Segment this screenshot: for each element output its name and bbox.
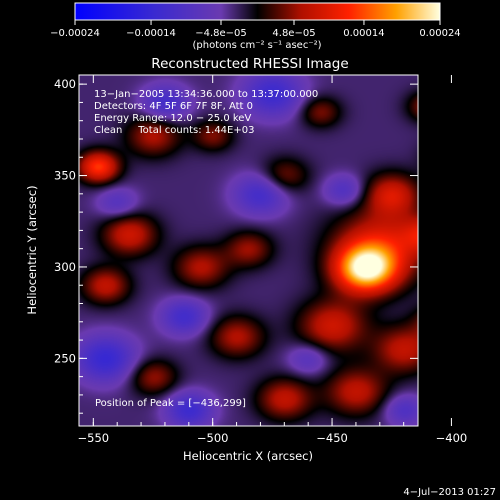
y-tick-label: 400: [54, 77, 76, 91]
colorbar-tick-label: 0.00024: [419, 28, 460, 39]
chart-title: Reconstructed RHESSI Image: [151, 56, 348, 72]
colorbar-tick-label: −4.8e−05: [195, 28, 247, 39]
colorbar-tick-label: 4.8e−05: [272, 28, 315, 39]
x-axis-label: Heliocentric X (arcsec): [183, 449, 313, 463]
heatmap-image: [79, 75, 418, 426]
x-tick-label: −400: [436, 431, 468, 445]
y-tick-label: 350: [54, 169, 76, 183]
x-tick-label: −500: [197, 431, 229, 445]
heatmap-holder: [79, 75, 418, 426]
x-tick-label: −550: [78, 431, 110, 445]
colorbar-tick-label: −0.00024: [50, 28, 100, 39]
annotation-clean-counts: Clean Total counts: 1.44E+03: [94, 125, 254, 136]
colorbar-tick-label: 0.00014: [343, 28, 384, 39]
y-tick-label: 250: [54, 351, 76, 365]
colorbar: [74, 2, 441, 21]
annotation-time: 13−Jan−2005 13:34:36.000 to 13:37:00.000: [94, 89, 318, 100]
annotation-block: 13−Jan−2005 13:34:36.000 to 13:37:00.000…: [94, 89, 318, 136]
footer-date: 4−Jul−2013 01:27: [403, 487, 496, 498]
y-axis-label: Heliocentric Y (arcsec): [25, 185, 39, 314]
annotation-detectors: Detectors: 4F 5F 6F 7F 8F, Att 0: [94, 101, 253, 112]
x-tick-label: −450: [316, 431, 348, 445]
colorbar-ticks: −0.00024 −0.00014 −4.8e−05 4.8e−05 0.00014 0.…: [50, 20, 461, 39]
colorbar-tick-label: −0.00014: [126, 28, 176, 39]
plot-frame: [78, 74, 419, 427]
peak-position-label: Position of Peak = [−436,299]: [95, 398, 246, 409]
y-tick-label: 300: [54, 260, 76, 274]
y-axis-ticks: 250 300 350 400: [54, 77, 418, 414]
annotation-energy: Energy Range: 12.0 − 25.0 keV: [94, 113, 251, 124]
colorbar-units-label: (photons cm⁻² s⁻¹ asec⁻²): [192, 40, 321, 51]
x-axis-ticks: −550 −500 −450 −400: [78, 75, 468, 445]
